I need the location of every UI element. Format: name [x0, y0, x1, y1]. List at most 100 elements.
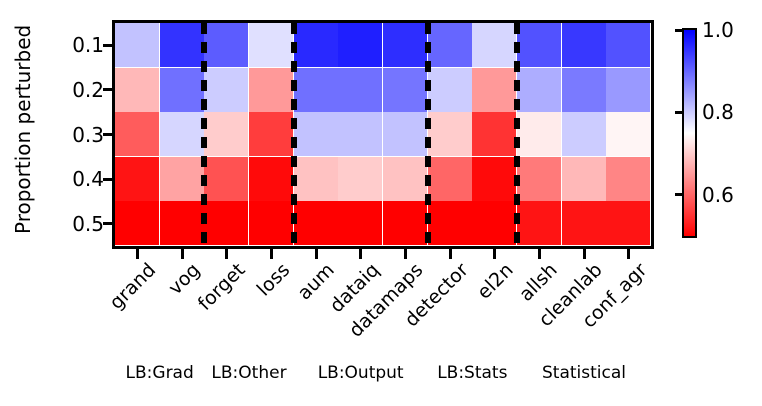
colorbar-tick: [675, 193, 682, 197]
x-tick-label: grand: [105, 259, 160, 314]
heatmap-cell: [115, 67, 161, 113]
heatmap-cell: [517, 67, 563, 113]
x-axis-tick: [359, 249, 363, 259]
heatmap-cell: [606, 201, 652, 247]
colorbar-tick: [675, 110, 682, 114]
heatmap-cell: [383, 201, 429, 247]
heatmap-cell: [338, 201, 384, 247]
group-separator-dashed-line: [201, 23, 208, 246]
group-separator-dashed-line: [290, 23, 297, 246]
heatmap-cell: [293, 23, 339, 69]
heatmap-cell: [561, 23, 607, 69]
heatmap-cell: [606, 156, 652, 202]
x-axis-tick: [448, 249, 452, 259]
column-group-label: LB:Stats: [437, 363, 508, 383]
colorbar: [682, 28, 697, 238]
heatmap-cell: [427, 23, 473, 69]
y-axis-tick: [103, 133, 112, 136]
heatmap-cell: [606, 23, 652, 69]
heatmap-cell: [293, 112, 339, 158]
colorbar-tick-label: 0.6: [702, 182, 734, 207]
heatmap-cell: [338, 112, 384, 158]
heatmap-cell: [472, 156, 518, 202]
heatmap-cell: [249, 156, 295, 202]
heatmap-cell: [249, 201, 295, 247]
x-axis-tick: [314, 249, 318, 259]
x-axis-tick: [493, 249, 497, 259]
heatmap-cell: [159, 201, 205, 247]
heatmap-cell: [472, 23, 518, 69]
colorbar-tick-label: 1.0: [702, 18, 734, 42]
heatmap-cell: [338, 67, 384, 113]
heatmap-cell: [338, 156, 384, 202]
heatmap-cell: [517, 112, 563, 158]
colorbar-tick: [675, 28, 682, 32]
heatmap-cell: [249, 67, 295, 113]
x-axis-tick: [627, 249, 631, 259]
y-tick-label: 0.3: [72, 122, 104, 147]
heatmap-cell: [204, 201, 250, 247]
group-separator-dashed-line: [424, 23, 431, 246]
heatmap-cell: [383, 156, 429, 202]
y-axis-tick: [103, 222, 112, 226]
heatmap-cell: [427, 201, 473, 247]
heatmap-cell: [427, 67, 473, 113]
heatmap-cell: [115, 156, 161, 202]
heatmap-cell: [159, 67, 205, 113]
x-axis-tick: [537, 249, 541, 259]
heatmap-cell: [561, 201, 607, 247]
heatmap-cell: [606, 67, 652, 113]
heatmap-cell: [159, 156, 205, 202]
heatmap-cell: [472, 112, 518, 158]
colorbar-tick-label: 0.8: [702, 100, 734, 125]
x-axis-tick: [225, 249, 229, 259]
heatmap-cell: [383, 67, 429, 113]
heatmap-cell: [427, 156, 473, 202]
column-group-label: LB:Other: [211, 363, 287, 383]
heatmap-cell: [472, 201, 518, 247]
heatmap-cell: [204, 67, 250, 113]
heatmap-cell: [204, 112, 250, 158]
column-group-label: LB:Output: [317, 363, 404, 383]
y-tick-label: 0.4: [72, 167, 104, 192]
y-axis-tick: [103, 177, 112, 181]
heatmap-cell: [338, 23, 384, 69]
heatmap-cell: [249, 23, 295, 69]
x-axis-tick: [180, 249, 184, 259]
y-axis-tick: [103, 88, 112, 92]
heatmap-cell: [517, 156, 563, 202]
x-axis-tick: [269, 249, 273, 259]
x-tick-label: el2n: [472, 259, 518, 304]
y-tick-label: 0.5: [72, 211, 104, 236]
heatmap-cell: [561, 112, 607, 158]
heatmap-cell: [517, 23, 563, 69]
heatmap-cell: [561, 156, 607, 202]
y-tick-label: 0.2: [72, 77, 104, 102]
column-group-label: LB:Grad: [125, 363, 194, 383]
heatmap-cell: [115, 23, 161, 69]
heatmap-cell: [115, 112, 161, 158]
heatmap-cell: [427, 112, 473, 158]
heatmap-cell: [159, 23, 205, 69]
heatmap-cell: [293, 67, 339, 113]
heatmap-cell: [249, 112, 295, 158]
heatmap-cell: [293, 156, 339, 202]
x-tick-label: forget: [193, 259, 250, 315]
column-group-label: Statistical: [542, 363, 626, 383]
heatmap-cell: [115, 201, 161, 247]
x-axis-tick: [135, 249, 139, 259]
heatmap-cell: [159, 112, 205, 158]
heatmap-cell: [204, 156, 250, 202]
x-axis-tick: [403, 249, 407, 259]
heatmap-cell: [517, 201, 563, 247]
heatmap-cell: [293, 201, 339, 247]
heatmap-cell: [383, 23, 429, 69]
group-separator-dashed-line: [514, 23, 520, 246]
x-axis-tick: [582, 249, 586, 259]
heatmap-cell: [204, 23, 250, 69]
heatmap-cell: [472, 67, 518, 113]
y-tick-label: 0.1: [72, 33, 104, 58]
heatmap-cell: [606, 112, 652, 158]
